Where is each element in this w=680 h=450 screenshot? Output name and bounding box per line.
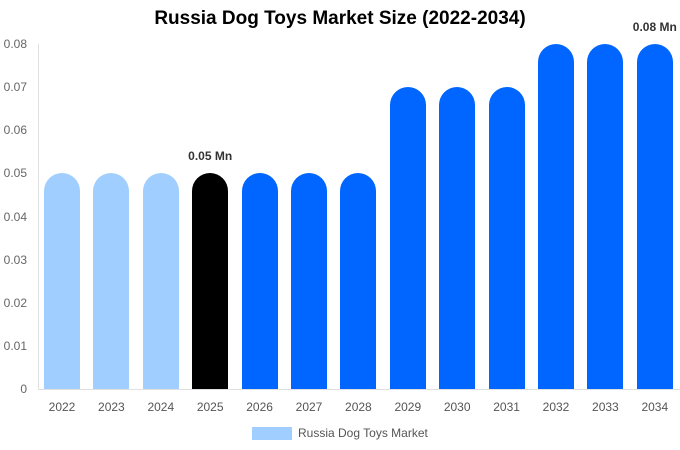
x-tick-label: 2026	[246, 400, 273, 414]
x-tick-label: 2029	[394, 400, 422, 414]
x-tick-label: 2027	[295, 400, 323, 414]
y-tick-label: 0.02	[3, 295, 27, 310]
y-tick-label: 0.07	[3, 80, 27, 95]
x-tick-label: 2022	[48, 400, 76, 414]
bar-2031[interactable]	[488, 87, 525, 389]
bar-2028[interactable]	[340, 173, 377, 389]
bar-2033[interactable]	[587, 44, 624, 389]
x-tick-label: 2030	[443, 400, 471, 414]
y-tick-label: 0	[20, 382, 27, 396]
x-axis-line	[38, 389, 680, 390]
bar-2024[interactable]	[142, 173, 179, 389]
x-tick-label: 2024	[147, 400, 175, 414]
legend[interactable]: Russia Dog Toys Market	[252, 426, 428, 440]
x-tick-label: 2033	[592, 400, 619, 414]
y-tick-label: 0.08	[3, 37, 27, 51]
x-tick-label: 2028	[345, 400, 372, 414]
x-tick-label: 2034	[641, 400, 669, 414]
bar-2029[interactable]	[389, 87, 426, 389]
bar-2030[interactable]	[439, 87, 476, 389]
data-label-2034: 0.08 Mn	[632, 20, 677, 34]
legend-swatch	[252, 426, 292, 440]
x-tick-label: 2031	[493, 400, 520, 414]
x-tick-label: 2023	[98, 400, 125, 414]
y-tick-label: 0.03	[3, 252, 27, 267]
y-axis-line	[38, 44, 39, 389]
bar-2022[interactable]	[44, 173, 80, 389]
x-tick-label: 2025	[196, 400, 224, 414]
bar-2027[interactable]	[291, 173, 327, 389]
y-tick-label: 0.05	[3, 166, 27, 181]
x-tick-label: 2032	[542, 400, 570, 414]
y-tick-label: 0.04	[3, 209, 27, 224]
bar-2032[interactable]	[538, 44, 574, 389]
bar-2034[interactable]	[636, 44, 673, 389]
data-label-2025: 0.05 Mn	[188, 149, 233, 164]
bar-2026[interactable]	[241, 173, 278, 389]
y-tick-label: 0.01	[3, 338, 27, 353]
bar-2025[interactable]	[192, 173, 229, 389]
chart-title: Russia Dog Toys Market Size (2022-2034)	[154, 8, 526, 29]
legend-label: Russia Dog Toys Market	[298, 426, 428, 440]
y-tick-label: 0.06	[3, 123, 27, 138]
bar-2023[interactable]	[93, 173, 130, 389]
